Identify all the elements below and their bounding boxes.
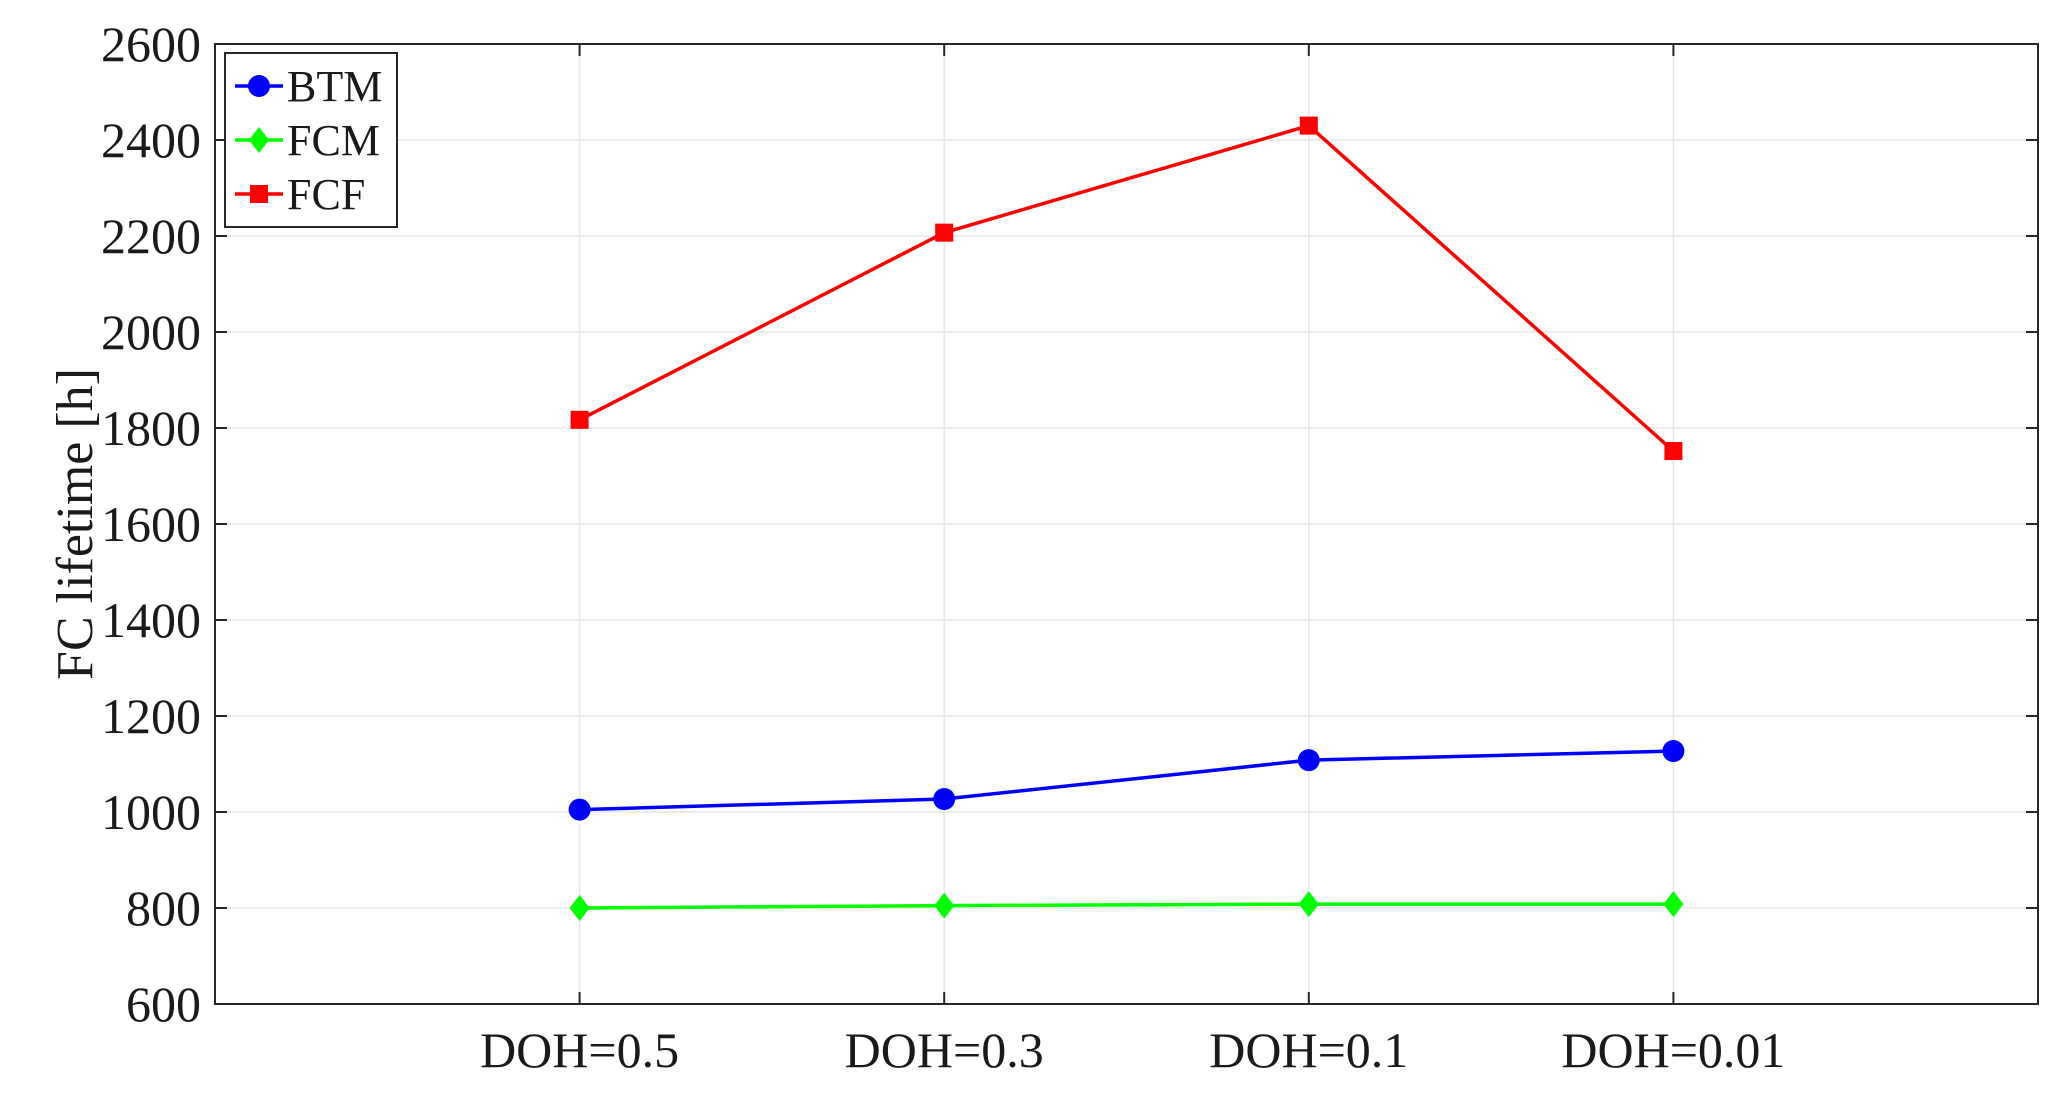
legend-marker-btm bbox=[248, 75, 270, 97]
y-tick-label: 1000 bbox=[101, 784, 201, 840]
data-point-btm bbox=[1662, 740, 1685, 763]
y-tick-label: 2600 bbox=[101, 16, 201, 72]
x-tick-label: DOH=0.5 bbox=[480, 1022, 679, 1078]
legend-label-fcf: FCF bbox=[287, 170, 365, 219]
x-tick-label: DOH=0.01 bbox=[1561, 1022, 1785, 1078]
y-axis-label: FC lifetime [h] bbox=[47, 368, 104, 680]
y-tick-label: 1200 bbox=[101, 688, 201, 744]
data-point-fcm bbox=[569, 895, 590, 921]
data-point-fcf bbox=[570, 410, 589, 429]
data-point-fcm bbox=[934, 892, 955, 919]
data-point-fcf bbox=[1664, 442, 1683, 461]
y-tick-label: 1600 bbox=[101, 496, 201, 552]
data-point-fcm bbox=[1663, 891, 1684, 918]
data-point-btm bbox=[568, 798, 591, 821]
y-tick-label: 1800 bbox=[101, 400, 201, 456]
data-point-fcf bbox=[1299, 116, 1318, 135]
data-point-btm bbox=[933, 788, 956, 811]
legend-label-btm: BTM bbox=[287, 62, 382, 111]
legend-marker-fcf bbox=[250, 185, 268, 203]
axes-layer: 600 800 1000 1200 1400 1600 1800 2000 2200 2400 26… bbox=[101, 16, 2038, 1078]
y-tick-label: 800 bbox=[126, 880, 201, 936]
legend: BTM FCM FCF bbox=[224, 52, 398, 228]
x-tick-label: DOH=0.3 bbox=[845, 1022, 1044, 1078]
series-line-fcf bbox=[578, 123, 1675, 453]
x-tick-label: DOH=0.1 bbox=[1209, 1022, 1408, 1078]
y-tick-label: 2000 bbox=[101, 304, 201, 360]
legend-label-fcm: FCM bbox=[287, 116, 380, 165]
series-line-fcm bbox=[579, 902, 1674, 910]
data-point-fcm bbox=[1298, 891, 1319, 918]
series-layer bbox=[568, 116, 1685, 921]
data-point-btm bbox=[1297, 749, 1320, 772]
y-tick-label: 600 bbox=[126, 976, 201, 1032]
data-point-fcf bbox=[935, 223, 954, 242]
y-tick-label: 1400 bbox=[101, 592, 201, 648]
y-tick-label: 2200 bbox=[101, 208, 201, 264]
series-line-btm bbox=[579, 749, 1674, 812]
y-tick-label: 2400 bbox=[101, 112, 201, 168]
legend-marker-fcm bbox=[249, 127, 269, 153]
